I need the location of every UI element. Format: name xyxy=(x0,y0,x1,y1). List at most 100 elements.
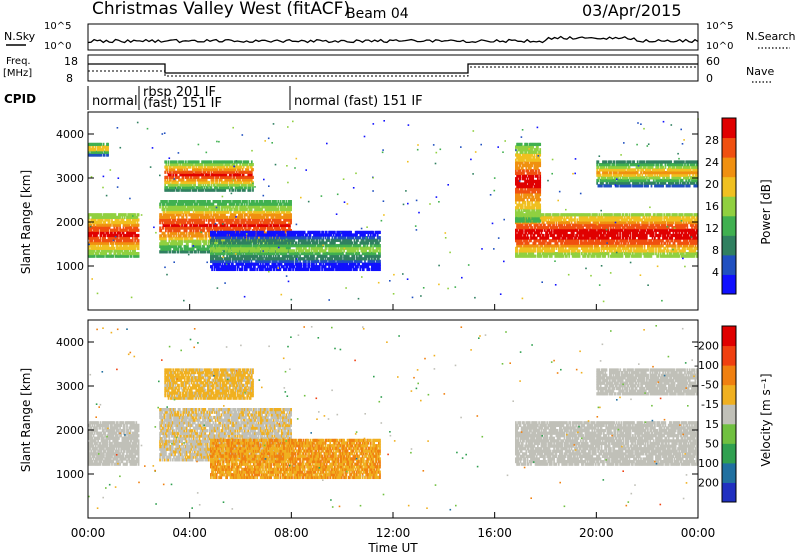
power-cell-r2-31-1 xyxy=(200,186,202,190)
power-cell-r0-10-14 xyxy=(99,218,102,222)
power-cell-r1-85-2 xyxy=(257,244,260,249)
power-cell-r1-27-13 xyxy=(190,215,193,220)
power-cell-r0-29-7 xyxy=(121,236,124,240)
power-cell-r1-13-3 xyxy=(174,242,176,246)
power-cell-r1-27-12 xyxy=(190,218,193,222)
power-cell-r1-22-4 xyxy=(184,239,187,243)
power-cell-r1-14-3 xyxy=(175,242,178,246)
power-cell-r1-77-16 xyxy=(248,207,251,212)
power-cell-r2-31-8 xyxy=(200,168,202,172)
power-cell-r2-55-11 xyxy=(227,160,230,164)
power-cell-r1-4-7 xyxy=(163,231,166,235)
power-cell-r2-24-9 xyxy=(192,165,194,169)
power-cell-r2-49-9 xyxy=(220,165,223,169)
power-cell-r2-49-6 xyxy=(220,173,223,177)
power-cell-r2-54-11 xyxy=(226,160,229,164)
power-cell-r1-113-3 xyxy=(290,242,292,246)
power-cell-r1-78-12 xyxy=(249,218,252,222)
power-cell-r1-111-12 xyxy=(287,218,290,222)
power-cell-r1-9-9 xyxy=(169,226,172,230)
power-cell-r1-54-17 xyxy=(221,205,224,209)
power-cell-r1-68-9 xyxy=(238,226,240,230)
power-cell-r1-11-15 xyxy=(171,210,174,214)
power-cell-r1-8-15 xyxy=(168,210,171,214)
power-cell-r2-16-6 xyxy=(182,173,185,177)
power-cell-r2-21-11 xyxy=(188,160,191,164)
power-cell-r2-56-9 xyxy=(228,165,231,169)
power-cell-r1-55-4 xyxy=(222,239,225,243)
power-cell-r2-39-10 xyxy=(209,163,212,167)
power-cell-r1-97-11 xyxy=(271,221,274,225)
power-cell-r1-3-5 xyxy=(162,237,165,241)
power-cell-r1-112-8 xyxy=(289,229,291,233)
power-cell-r1-43-15 xyxy=(209,210,211,214)
power-cell-r1-28-13 xyxy=(191,215,194,220)
power-cell-r1-29-3 xyxy=(192,242,195,246)
power-cell-r1-20-14 xyxy=(182,213,185,217)
power-cell-r1-66-17 xyxy=(235,205,238,209)
power-cell-r2-0-2 xyxy=(164,183,167,187)
power-cell-r1-102-12 xyxy=(277,218,280,222)
power-cell-r1-29-4 xyxy=(192,239,195,243)
power-cell-r0-5-10 xyxy=(93,228,96,232)
power-cell-r1-112-17 xyxy=(289,205,291,209)
power-cell-r1-14-16 xyxy=(175,207,178,212)
power-cell-r0-6-7 xyxy=(94,236,97,240)
power-cell-r2-53-3 xyxy=(225,180,228,185)
power-cell-r1-65-7 xyxy=(234,231,237,235)
power-cell-r1-52-19 xyxy=(219,200,222,204)
power-cell-r1-9-3 xyxy=(169,242,172,246)
power-cell-r1-4-6 xyxy=(163,234,166,238)
power-cell-r0-8-14 xyxy=(97,218,99,222)
power-cell-r1-7-9 xyxy=(167,226,170,230)
power-cell-r1-42-2 xyxy=(207,244,210,249)
power-cell-r2-39-8 xyxy=(209,168,212,172)
power-cell-r1-69-17 xyxy=(239,205,241,209)
power-cell-r2-41-6 xyxy=(211,173,214,177)
power-cell-r1-52-18 xyxy=(219,202,222,206)
power-cell-r0-6-15 xyxy=(94,215,97,219)
power-cell-r0-26-12 xyxy=(118,223,120,227)
power-cell-r1-113-16 xyxy=(290,207,292,212)
power-cell-r1-41-19 xyxy=(206,200,209,204)
power-cell-r1-77-15 xyxy=(248,210,251,214)
power-cell-r0-6-8 xyxy=(94,233,97,238)
power-cell-r0-13-10 xyxy=(103,228,105,232)
power-cell-r2-41-10 xyxy=(211,163,214,167)
power-cell-r1-80-10 xyxy=(251,223,254,228)
power-cell-r1-76-11 xyxy=(247,221,250,225)
power-cell-r2-17-10 xyxy=(183,163,186,167)
power-cell-r1-101-15 xyxy=(276,210,279,214)
power-cell-r1-10-18 xyxy=(170,202,173,206)
power-cell-r0-21-16 xyxy=(112,213,115,217)
power-cell-r0-1-1 xyxy=(89,252,91,256)
power-cell-r0-40-11 xyxy=(134,226,136,230)
power-cell-r2-27-0 xyxy=(195,188,198,192)
power-cell-r0-19-3 xyxy=(110,246,112,250)
power-cell-r1-47-17 xyxy=(213,205,216,209)
power-cell-r1-111-15 xyxy=(287,210,290,214)
power-cell-r1-108-9 xyxy=(284,226,287,230)
power-cell-r2-29-7 xyxy=(197,170,200,174)
power-cell-r1-18-12 xyxy=(180,218,182,222)
power-cell-r1-20-17 xyxy=(182,205,185,209)
power-cell-r1-14-8 xyxy=(175,229,178,233)
power-cell-r1-62-14 xyxy=(231,213,233,217)
power-cell-r2-14-9 xyxy=(180,165,183,169)
power-cell-r1-83-6 xyxy=(255,234,258,238)
power-cell-r1-101-10 xyxy=(276,223,279,228)
power-cell-r0-27-4 xyxy=(119,244,121,248)
power-cell-r2-49-5 xyxy=(220,175,223,179)
power-cell-r1-7-15 xyxy=(167,210,170,214)
power-cell-r1-86-10 xyxy=(258,223,261,228)
power-cell-r2-61-11 xyxy=(234,160,237,164)
power-cell-r1-1-1 xyxy=(160,247,163,251)
power-cell-r1-29-17 xyxy=(192,205,195,209)
power-cell-r2-42-3 xyxy=(212,180,215,185)
power-cell-r1-18-15 xyxy=(180,210,182,214)
power-cell-r1-17-2 xyxy=(178,244,181,249)
power-cell-r0-17-12 xyxy=(107,223,110,227)
power-cell-r1-51-19 xyxy=(218,200,221,204)
power-cell-r1-13-17 xyxy=(174,205,176,209)
power-cell-r0-8-4 xyxy=(97,244,99,248)
